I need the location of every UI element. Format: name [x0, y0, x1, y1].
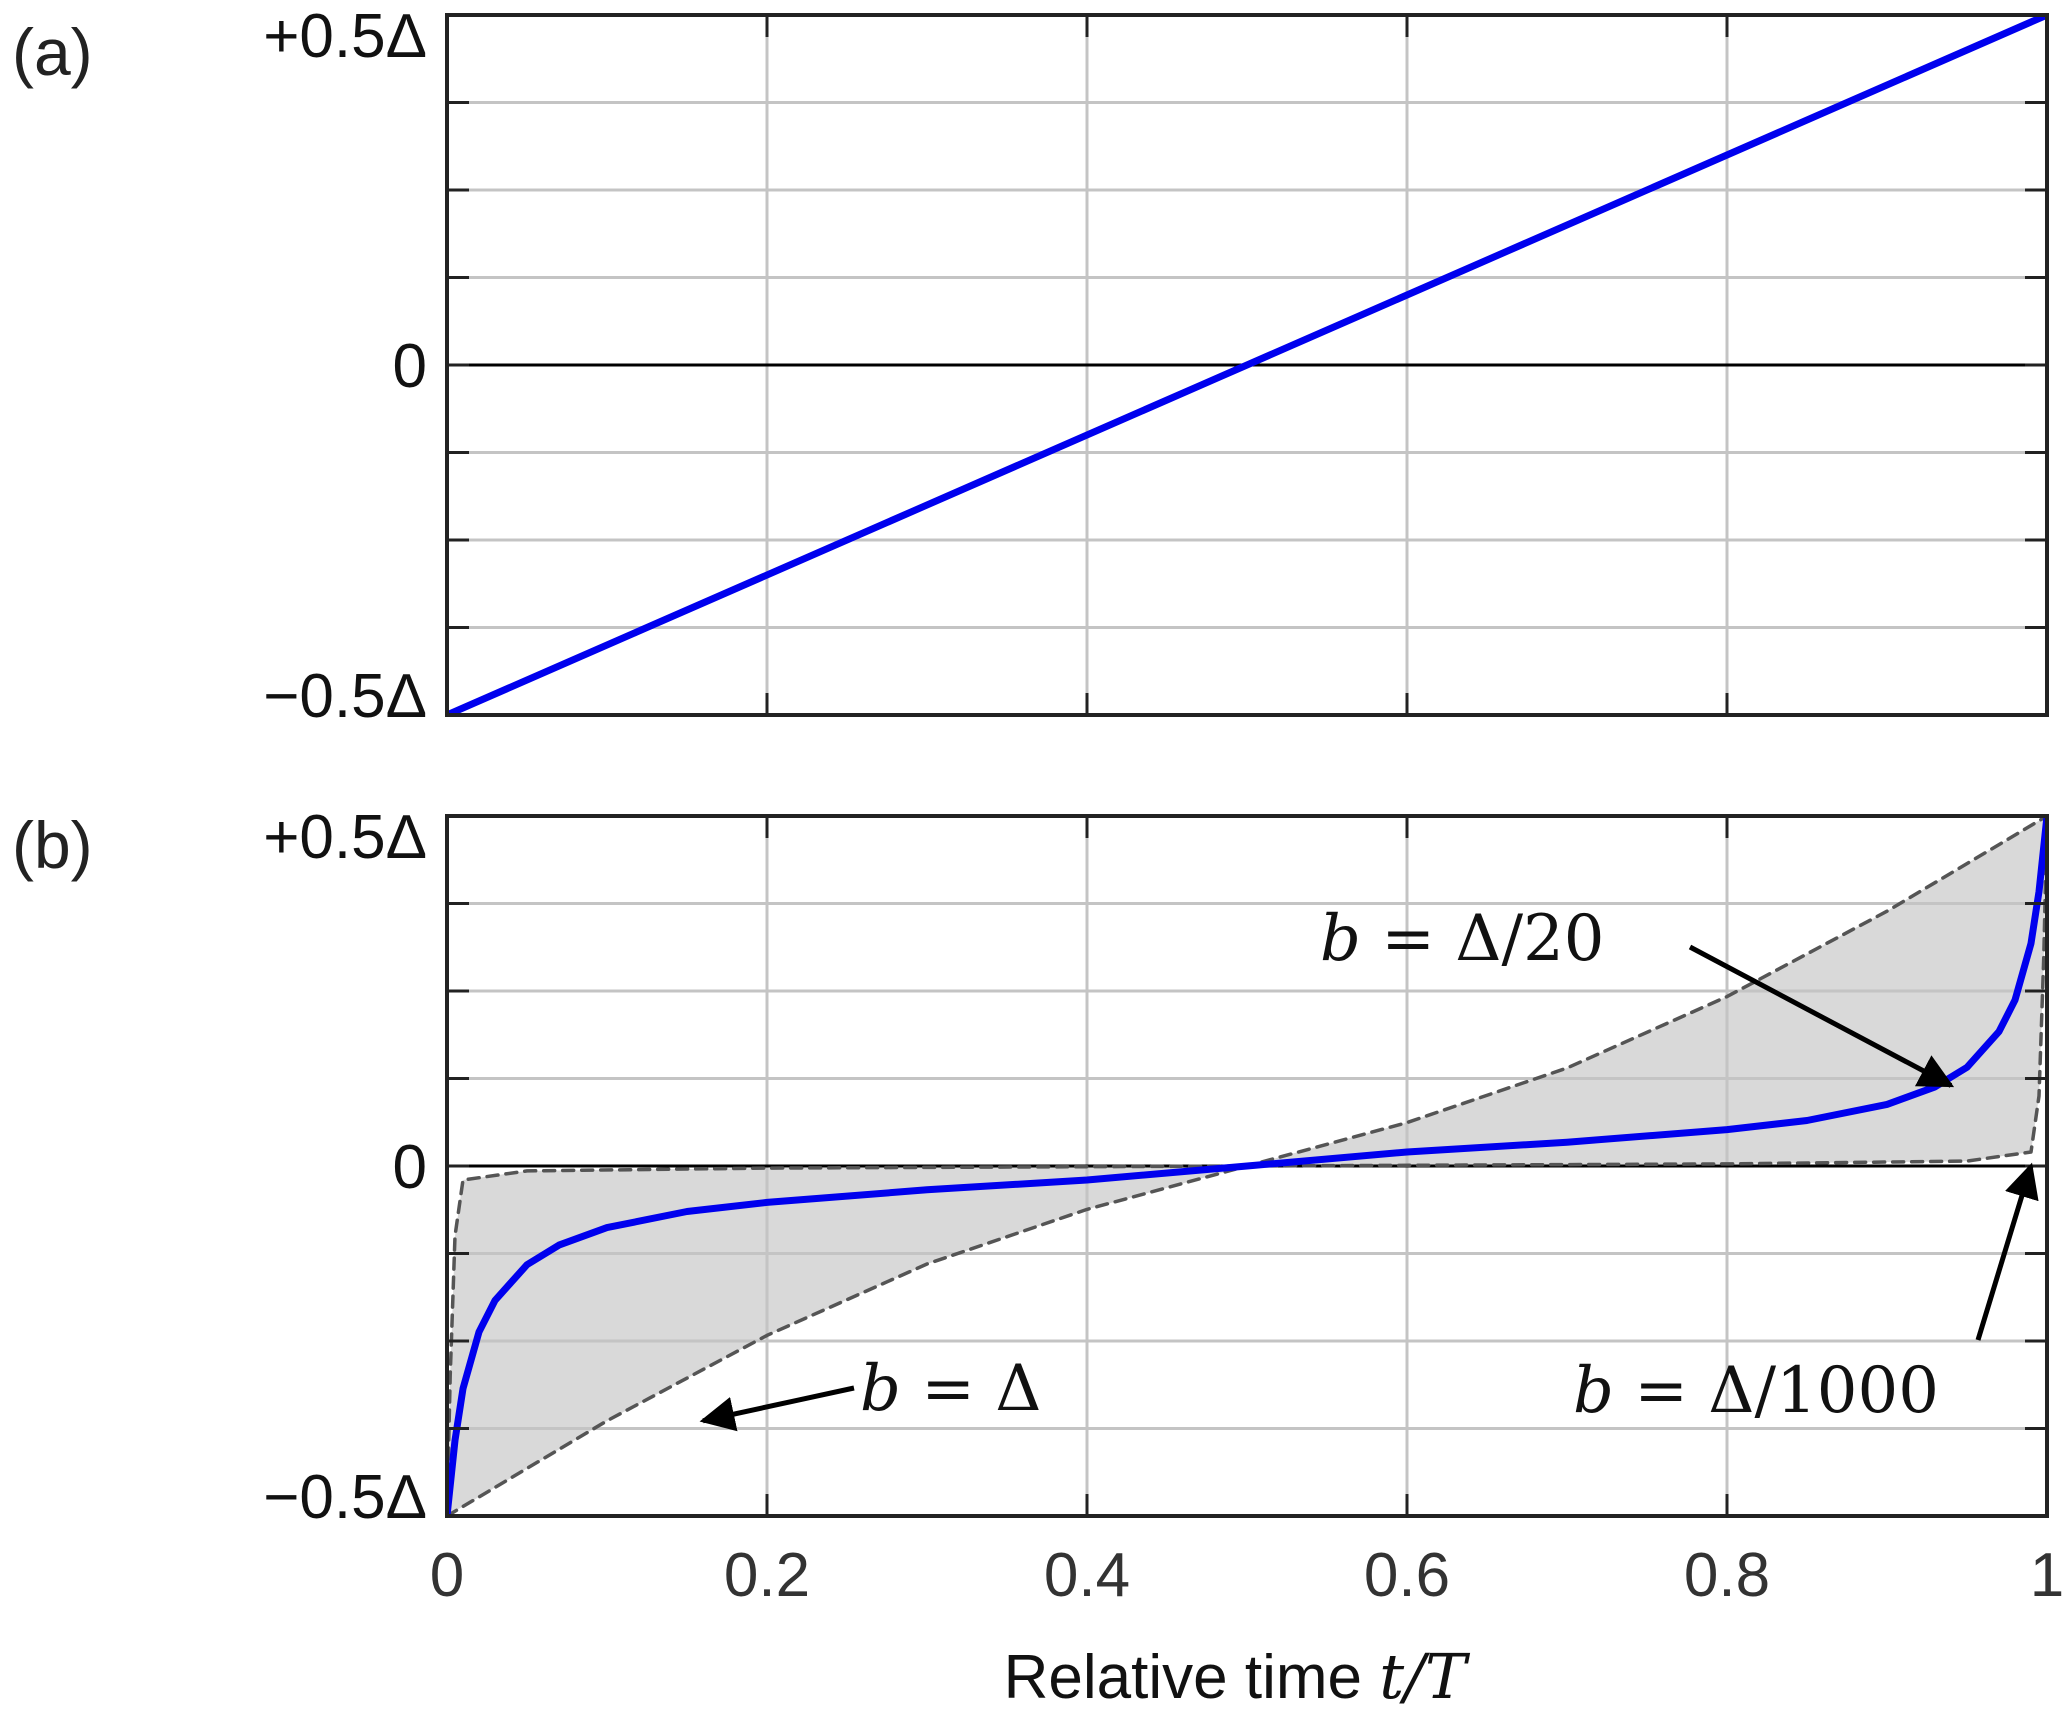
- panel-a-grid: [447, 15, 2047, 715]
- x-axis-label-math: t/T: [1379, 1640, 1471, 1713]
- x-tick-label: 1: [2030, 1541, 2064, 1610]
- panel-b-series: [447, 816, 2047, 1516]
- y-tick-label: +0.5Δ: [263, 803, 427, 872]
- annotation-text: = Δ/20: [1361, 902, 1605, 976]
- annotation-math: b: [860, 1352, 901, 1426]
- annotation-math: b: [1573, 1354, 1614, 1428]
- x-axis-label-text: Relative time: [1004, 1643, 1380, 1712]
- annotation-label: b = Δ/1000: [1573, 1354, 1939, 1428]
- panel-a-label: (a): [12, 15, 93, 89]
- panel-b: (b) −0.5Δ0+0.5Δ 0 0.2 0.4 0.6 0.8 1 b = Δ/20b…: [12, 803, 2064, 1713]
- panel-a-ytick-labels: −0.5Δ 0 +0.5Δ: [263, 2, 427, 731]
- x-tick-label: 0.4: [1044, 1541, 1130, 1610]
- y-tick-label: +0.5Δ: [263, 2, 427, 71]
- panel-a-frame: [445, 13, 2049, 717]
- annotation-arrow: [1688, 944, 1955, 1088]
- panel-b-xtick-labels: 0 0.2 0.4 0.6 0.8 1: [430, 1541, 2064, 1610]
- annotation-text: = Δ/1000: [1614, 1354, 1939, 1428]
- annotation-text: = Δ: [901, 1352, 1042, 1426]
- y-tick-label: 0: [393, 1133, 427, 1202]
- solid-series-line: [447, 816, 2047, 1516]
- y-tick-label: −0.5Δ: [263, 1463, 427, 1532]
- x-tick-label: 0: [430, 1541, 464, 1610]
- annotation-label: b = Δ: [860, 1352, 1042, 1426]
- solid-series-line: [447, 15, 2047, 715]
- panel-a-series: [447, 15, 2047, 715]
- panel-b-ytick-labels: −0.5Δ 0 +0.5Δ: [263, 803, 427, 1532]
- annotation-math: b: [1320, 902, 1361, 976]
- annotation-label: b = Δ/20: [1320, 902, 1605, 976]
- x-tick-label: 0.6: [1364, 1541, 1450, 1610]
- x-axis-label: Relative time t/T: [1004, 1640, 1471, 1713]
- y-tick-label: −0.5Δ: [263, 662, 427, 731]
- x-tick-label: 0.2: [724, 1541, 810, 1610]
- annotation-arrow: [1975, 1162, 2039, 1341]
- y-tick-label: 0: [393, 332, 427, 401]
- annotation-arrow: [699, 1385, 855, 1432]
- panel-b-label: (b): [12, 808, 93, 882]
- panel-a: (a) −0.5Δ 0 +0.5Δ: [12, 2, 2049, 731]
- x-tick-label: 0.8: [1684, 1541, 1770, 1610]
